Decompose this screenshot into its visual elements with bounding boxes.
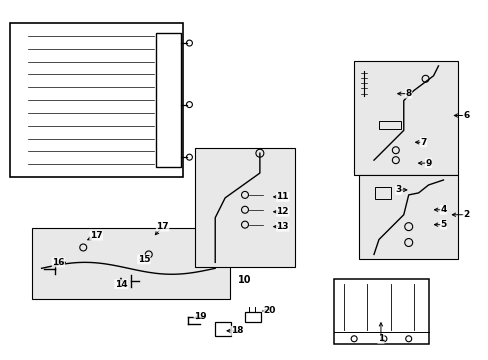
Text: 6: 6 — [462, 111, 468, 120]
Text: 9: 9 — [425, 159, 431, 168]
Text: 2: 2 — [462, 210, 468, 219]
Text: 5: 5 — [439, 220, 446, 229]
Bar — [10, 23, 183, 177]
Text: 8: 8 — [405, 89, 411, 98]
Bar — [155, 33, 181, 167]
Text: 7: 7 — [420, 138, 426, 147]
Bar — [215, 322, 231, 336]
Text: 17: 17 — [156, 222, 168, 231]
Text: 4: 4 — [439, 205, 446, 214]
Bar — [244, 312, 260, 322]
Text: 18: 18 — [230, 326, 243, 335]
Bar — [374, 187, 390, 199]
Text: 3: 3 — [395, 185, 401, 194]
Bar — [195, 148, 294, 267]
Text: 15: 15 — [137, 255, 150, 264]
Text: 19: 19 — [194, 312, 206, 321]
Text: 11: 11 — [276, 192, 288, 201]
Bar — [32, 228, 230, 299]
Text: 12: 12 — [276, 207, 288, 216]
Text: 13: 13 — [276, 222, 288, 231]
Bar — [358, 175, 457, 260]
Bar — [378, 121, 400, 129]
Text: 1: 1 — [377, 334, 383, 343]
Text: 17: 17 — [90, 231, 102, 240]
Bar — [353, 61, 457, 175]
Bar — [334, 279, 427, 344]
Text: 10: 10 — [238, 275, 251, 285]
Text: 14: 14 — [114, 280, 127, 289]
Text: 20: 20 — [263, 306, 275, 315]
Text: 16: 16 — [52, 258, 64, 267]
